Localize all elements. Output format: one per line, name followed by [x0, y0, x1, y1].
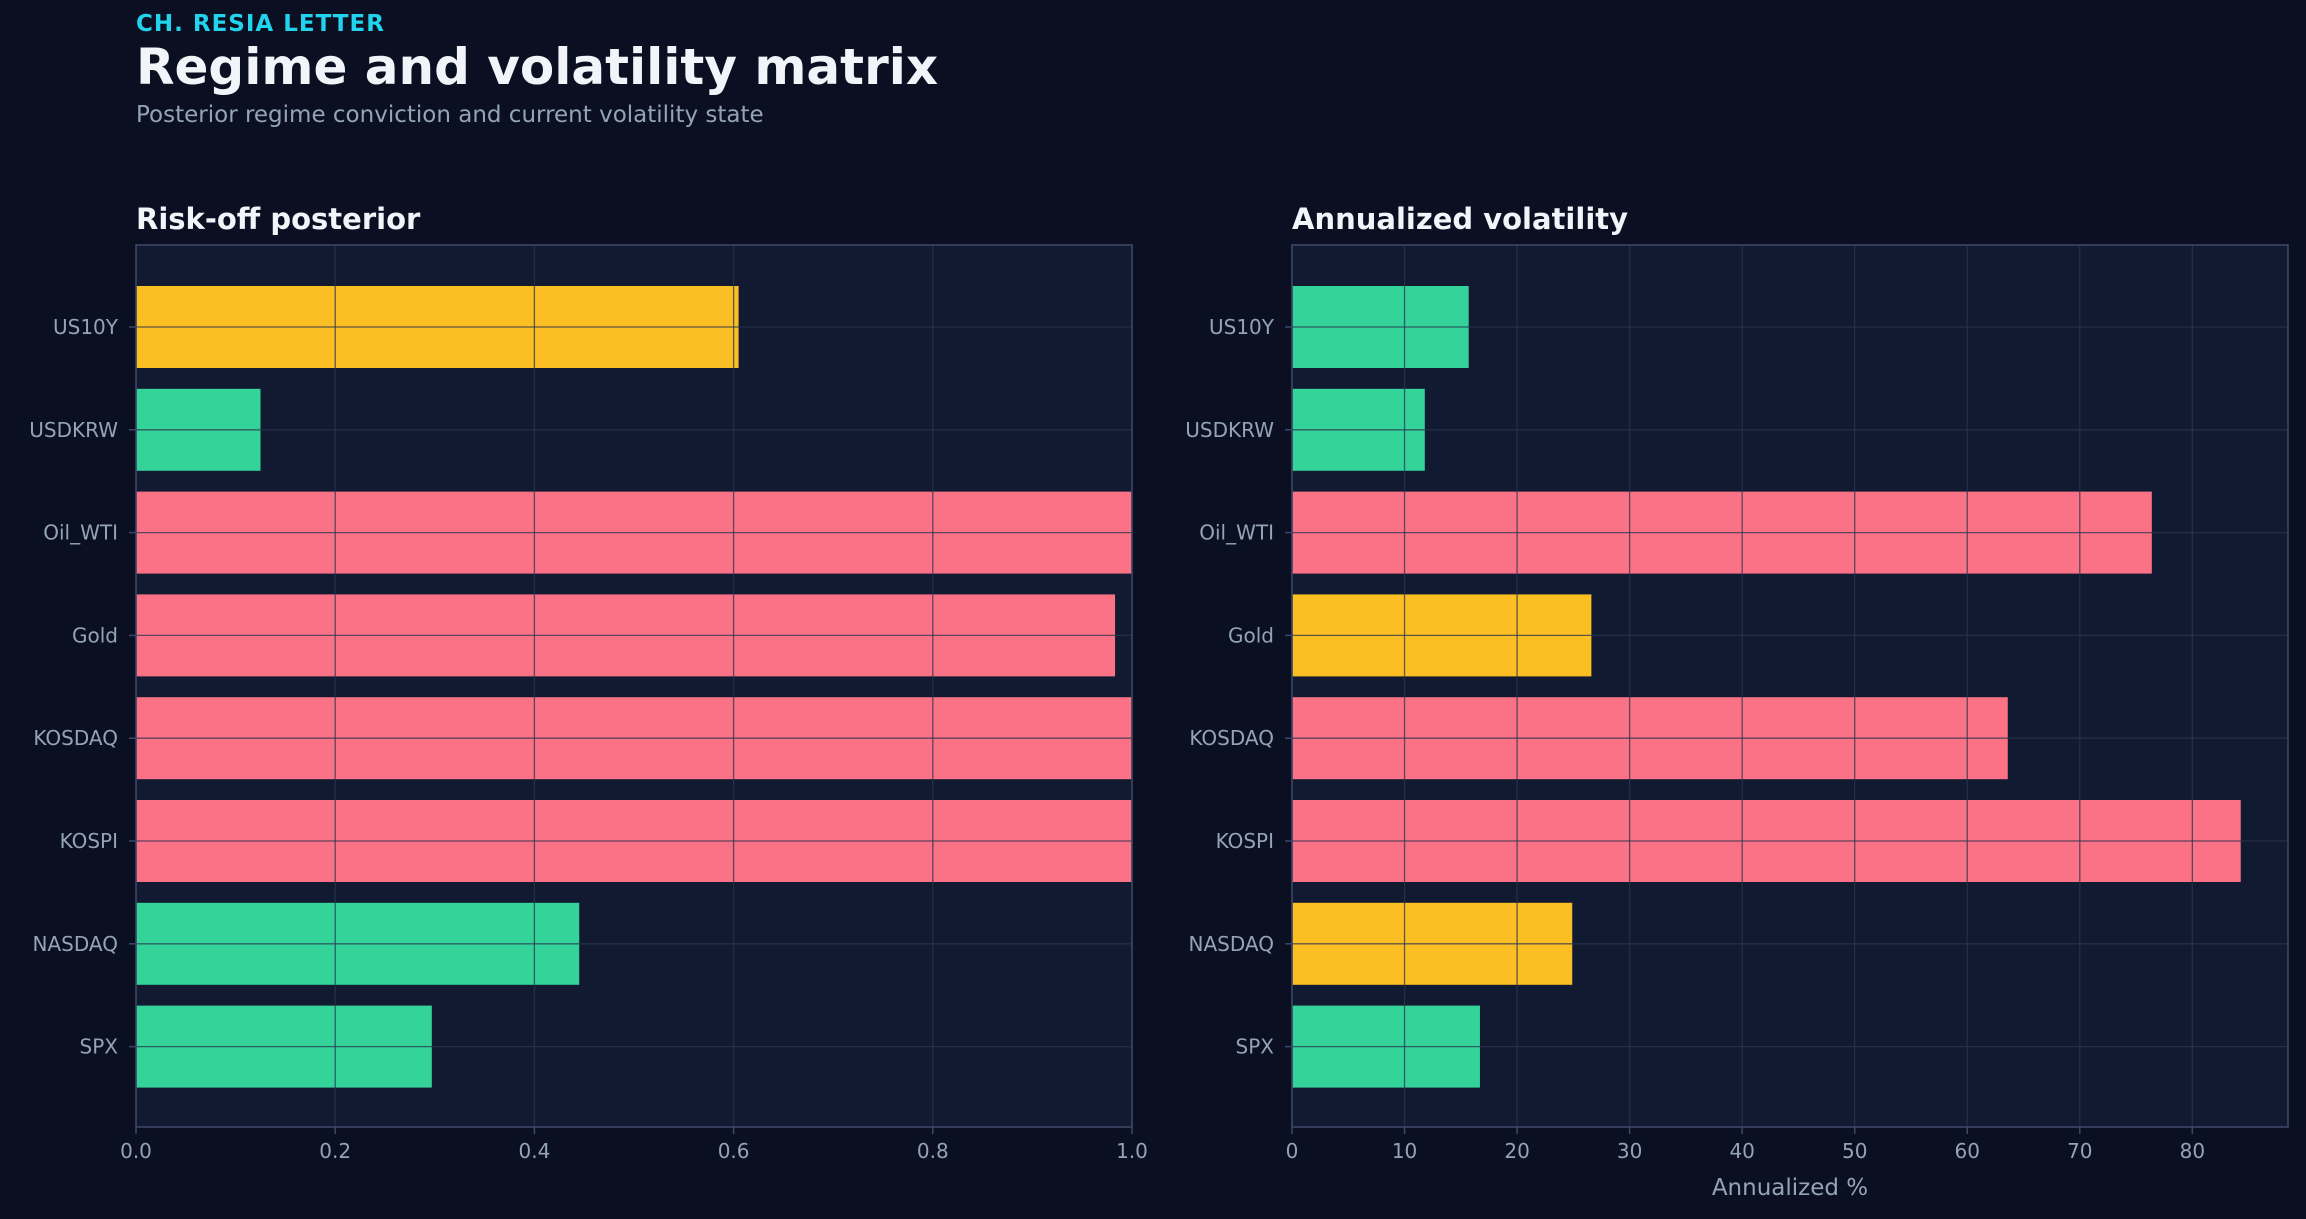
xtick-label-2-8: 80	[2180, 1139, 2205, 1163]
xtick-label-2-5: 50	[1842, 1139, 1867, 1163]
xtick-label-2-0: 0	[1286, 1139, 1299, 1163]
plot-border-2	[1291, 244, 2289, 1128]
kicker: CH. RESIA LETTER	[136, 11, 385, 37]
chart-title-2: Annualized volatility	[1292, 202, 1628, 236]
x-axis-label-2: Annualized %	[1712, 1175, 1868, 1201]
ytick-label-2-0: US10Y	[1209, 315, 1275, 339]
chart-title-1: Risk-off posterior	[136, 202, 421, 236]
ytick-label-2-2: Oil_WTI	[1199, 521, 1274, 545]
xtick-label-2-7: 70	[2067, 1139, 2092, 1163]
plot-area-1	[136, 245, 1132, 1127]
xtick-label-2-2: 20	[1504, 1139, 1529, 1163]
ytick-label-1-6: NASDAQ	[33, 932, 118, 956]
xtick-label-2-1: 10	[1392, 1139, 1417, 1163]
ytick-label-2-1: USDKRW	[1185, 418, 1274, 442]
xtick-label-2-4: 40	[1729, 1139, 1754, 1163]
ytick-label-1-2: Oil_WTI	[43, 521, 118, 545]
ytick-label-2-6: NASDAQ	[1189, 932, 1274, 956]
xtick-label-1-4: 0.8	[917, 1139, 949, 1163]
xtick-label-2-3: 30	[1617, 1139, 1642, 1163]
ytick-label-1-3: Gold	[72, 623, 118, 647]
ytick-label-2-5: KOSPI	[1216, 829, 1274, 853]
page-title: Regime and volatility matrix	[136, 38, 939, 96]
ytick-label-1-4: KOSDAQ	[33, 726, 118, 750]
ytick-label-1-7: SPX	[80, 1035, 119, 1059]
plot-area-2	[1292, 245, 2288, 1127]
ytick-label-1-5: KOSPI	[60, 829, 118, 853]
xtick-label-2-6: 60	[1955, 1139, 1980, 1163]
ytick-label-2-3: Gold	[1228, 623, 1274, 647]
page-subtitle: Posterior regime conviction and current …	[136, 102, 764, 128]
ytick-label-2-7: SPX	[1236, 1035, 1275, 1059]
xtick-label-1-0: 0.0	[120, 1139, 152, 1163]
ytick-label-2-4: KOSDAQ	[1189, 726, 1274, 750]
plot-border-1	[135, 244, 1133, 1128]
xtick-label-1-5: 1.0	[1116, 1139, 1148, 1163]
ytick-label-1-0: US10Y	[53, 315, 119, 339]
ytick-label-1-1: USDKRW	[29, 418, 118, 442]
xtick-label-1-2: 0.4	[518, 1139, 550, 1163]
xtick-label-1-3: 0.6	[718, 1139, 750, 1163]
xtick-label-1-1: 0.2	[319, 1139, 351, 1163]
